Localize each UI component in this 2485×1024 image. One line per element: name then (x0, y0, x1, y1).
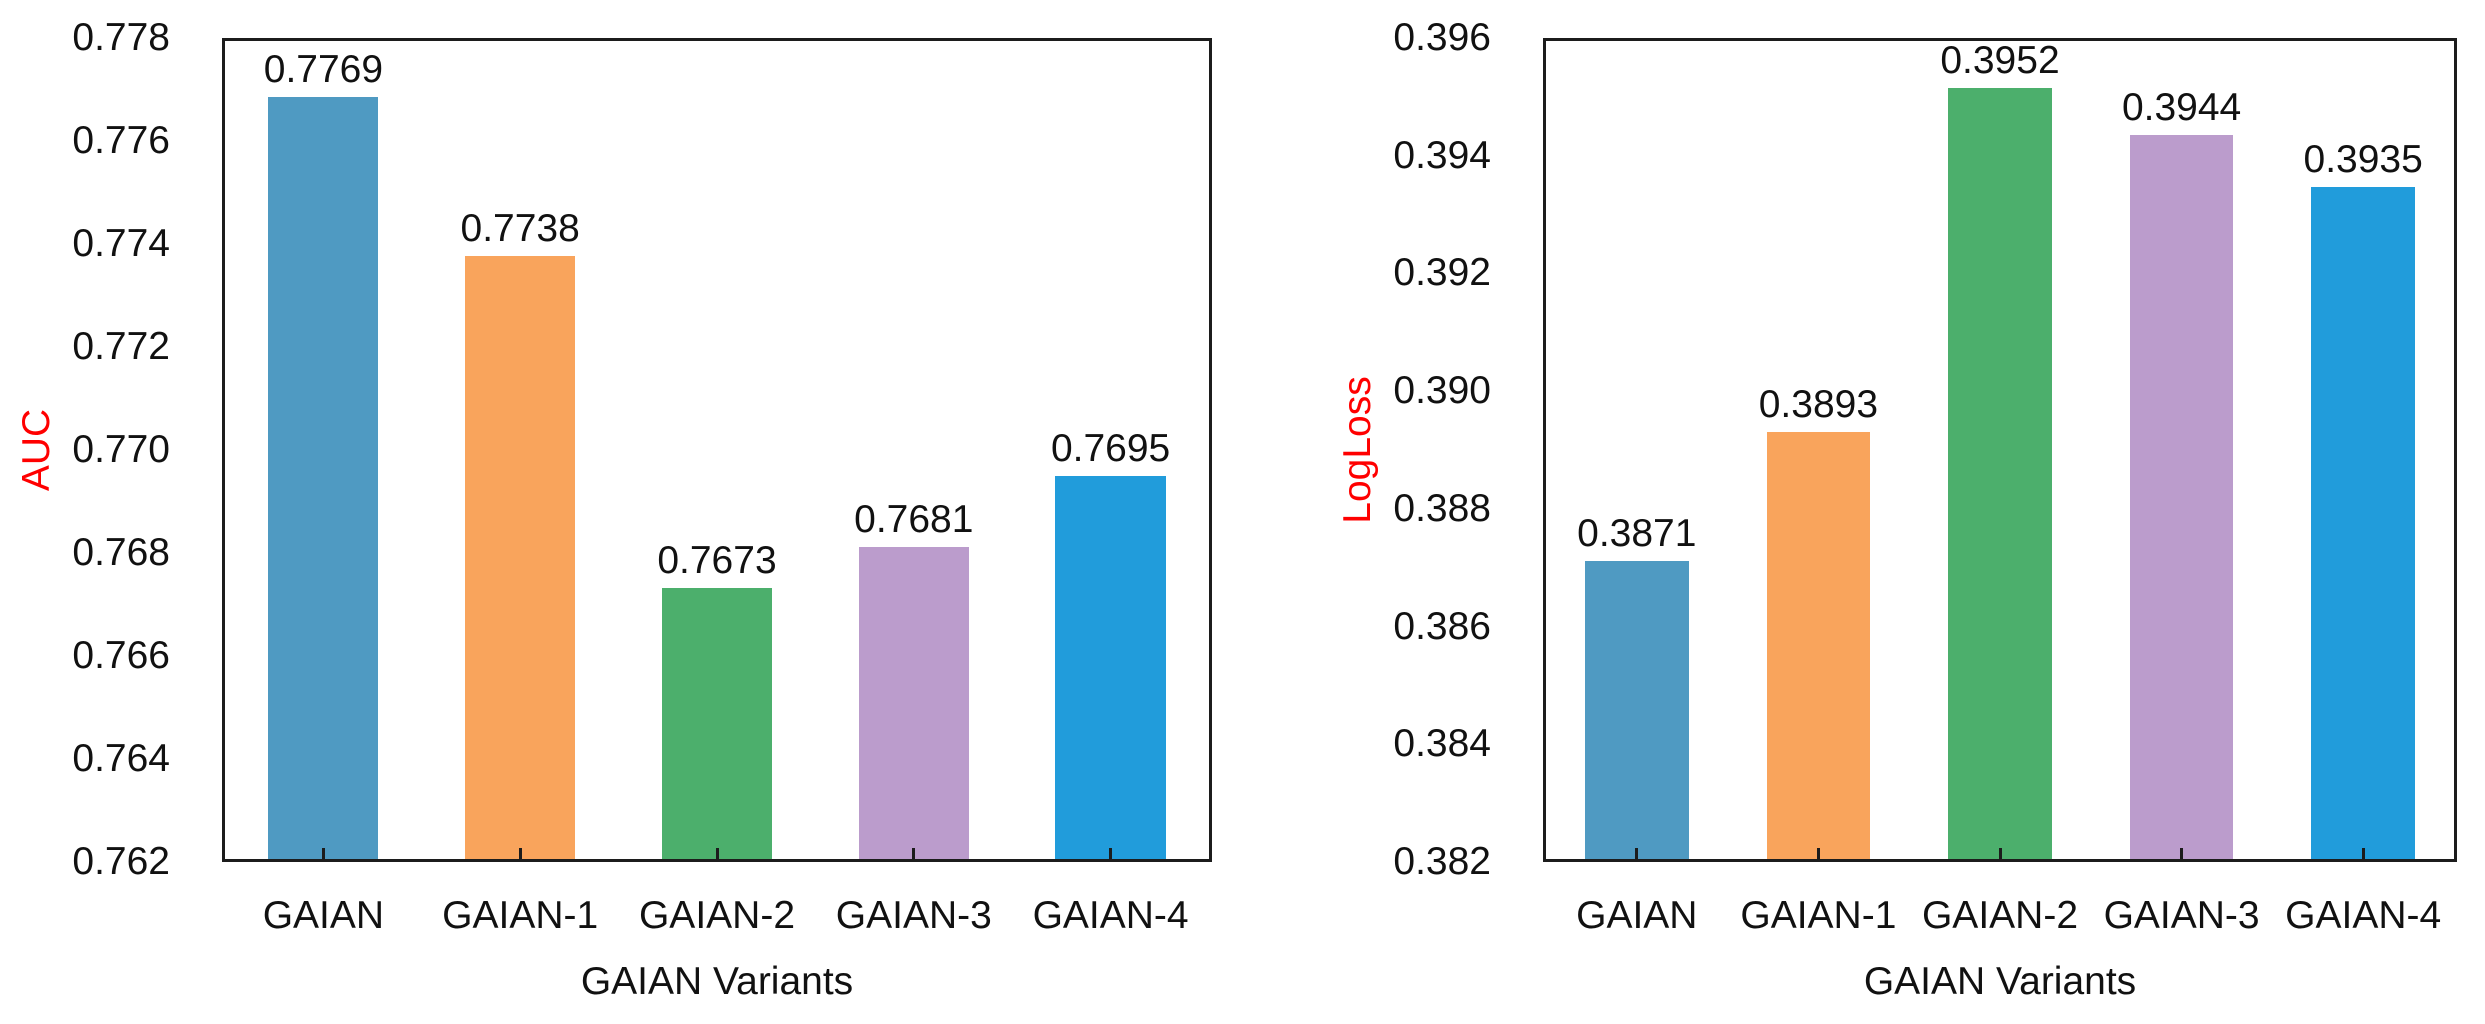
bar-gaian (1585, 561, 1689, 859)
bar-value-label: 0.3944 (2121, 85, 2242, 129)
x-tick-mark (1109, 848, 1113, 859)
x-tick-mark (2361, 848, 2365, 859)
y-tick-label: 0.386 (1393, 604, 1491, 648)
x-tick-mark (1816, 848, 1820, 859)
x-tick-label: GAIAN-1 (442, 894, 599, 937)
x-tick-mark (912, 848, 916, 859)
y-tick-label: 0.776 (72, 119, 170, 162)
x-tick-label: GAIAN (1576, 894, 1698, 937)
x-tick-label: GAIAN-3 (2103, 894, 2260, 937)
bar-value-label: 0.7695 (1050, 426, 1171, 470)
y-tick-label: 0.392 (1393, 251, 1491, 295)
y-tick-label: 0.778 (72, 16, 170, 59)
x-tick-mark (1635, 848, 1639, 859)
bar-value-label: 0.7673 (657, 539, 777, 583)
x-tick-mark (2180, 848, 2184, 859)
y-tick-label: 0.772 (72, 325, 170, 368)
bar-gaian-4 (2311, 187, 2415, 859)
bar-value-label: 0.3893 (1758, 383, 1879, 427)
x-tick-label: GAIAN-1 (1740, 894, 1897, 937)
y-tick-label: 0.762 (72, 840, 170, 883)
y-tick-label: 0.390 (1393, 369, 1491, 413)
x-tick-label: GAIAN-4 (1032, 894, 1189, 937)
y-tick-label: 0.388 (1393, 486, 1491, 530)
y-tick-label: 0.774 (72, 222, 170, 265)
bar-gaian-1 (465, 255, 576, 859)
x-axis-title-logloss: GAIAN Variants (1863, 960, 2137, 1003)
x-tick-label: GAIAN-2 (1921, 894, 2079, 937)
x-axis-title-auc: GAIAN Variants (580, 960, 854, 1003)
x-tick-mark (321, 848, 325, 859)
logloss-plot-area: 0.3871 0.3893 0.3952 0.3944 0.3935 (1543, 38, 2457, 862)
bar-value-label: 0.3952 (1940, 38, 2060, 82)
x-tick-label: GAIAN-2 (638, 894, 796, 937)
auc-plot-area: 0.7769 0.7738 0.7673 0.7681 0.7695 (222, 38, 1212, 862)
bar-gaian-3 (2129, 134, 2234, 859)
y-tick-label: 0.768 (72, 531, 170, 574)
y-tick-label: 0.764 (72, 737, 170, 780)
bar-gaian (268, 97, 379, 859)
x-tick-label: GAIAN (262, 894, 385, 937)
bar-value-label: 0.7681 (854, 498, 974, 542)
bar-gaian-2 (661, 588, 773, 859)
bar-gaian-2 (1948, 87, 2052, 859)
y-tick-label: 0.396 (1393, 16, 1491, 59)
x-tick-mark (518, 848, 522, 859)
x-tick-label: GAIAN-3 (835, 894, 992, 937)
y-tick-label: 0.766 (72, 634, 170, 677)
bar-gaian-1 (1766, 432, 1871, 859)
bar-value-label: 0.3935 (2303, 138, 2423, 182)
y-tick-label: 0.384 (1393, 722, 1491, 766)
x-tick-mark (715, 848, 719, 859)
bar-value-label: 0.7769 (263, 48, 384, 92)
bar-value-label: 0.7738 (460, 206, 580, 250)
y-tick-label: 0.394 (1393, 133, 1491, 177)
y-axis-title-logloss: LogLoss (1336, 376, 1379, 524)
x-tick-mark (1998, 848, 2002, 859)
y-tick-label: 0.770 (72, 428, 170, 471)
bar-gaian-4 (1055, 475, 1166, 859)
bar-gaian-3 (858, 547, 969, 859)
bar-value-label: 0.3871 (1577, 512, 1697, 556)
x-tick-label: GAIAN-4 (2285, 894, 2442, 937)
y-tick-label: 0.382 (1393, 840, 1491, 883)
